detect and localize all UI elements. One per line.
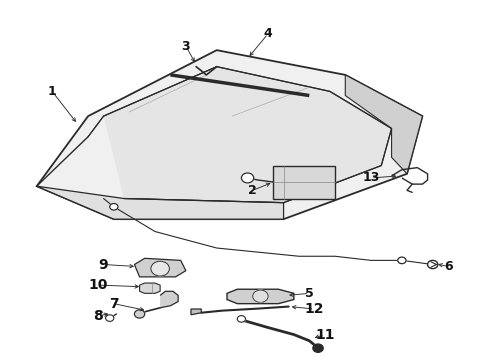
Text: 1: 1 — [48, 85, 56, 98]
Text: 10: 10 — [89, 278, 108, 292]
Text: 8: 8 — [94, 309, 103, 323]
Text: 2: 2 — [248, 184, 257, 197]
Text: 11: 11 — [315, 328, 335, 342]
Circle shape — [253, 290, 268, 302]
Text: 12: 12 — [305, 302, 324, 316]
Polygon shape — [160, 291, 178, 308]
Circle shape — [106, 315, 114, 321]
Polygon shape — [273, 166, 335, 199]
Polygon shape — [134, 258, 186, 277]
Text: 7: 7 — [109, 297, 119, 311]
Text: 5: 5 — [305, 287, 314, 300]
Circle shape — [242, 173, 254, 183]
Polygon shape — [37, 50, 422, 219]
Circle shape — [151, 261, 170, 276]
Text: 6: 6 — [444, 260, 452, 273]
Circle shape — [398, 257, 406, 264]
Text: 13: 13 — [362, 171, 380, 184]
Polygon shape — [37, 186, 284, 219]
Circle shape — [428, 260, 438, 269]
Circle shape — [313, 344, 323, 352]
Polygon shape — [227, 289, 294, 303]
Polygon shape — [140, 283, 160, 293]
Polygon shape — [345, 75, 422, 174]
Text: 3: 3 — [181, 40, 190, 53]
Circle shape — [134, 310, 145, 318]
Polygon shape — [191, 309, 201, 315]
Circle shape — [237, 316, 245, 322]
Text: 4: 4 — [264, 27, 272, 40]
Text: 9: 9 — [99, 257, 108, 271]
Polygon shape — [103, 67, 392, 203]
Circle shape — [110, 203, 118, 210]
